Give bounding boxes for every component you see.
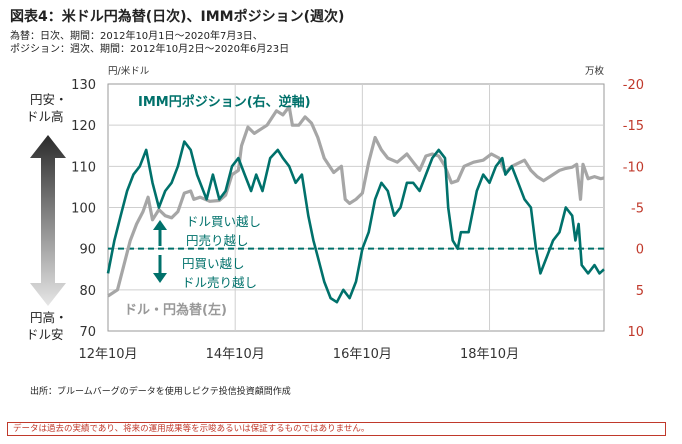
- series-line-imm-position: [106, 140, 605, 304]
- left-axis-unit: 円/米ドル: [108, 65, 150, 77]
- right-tick-label: 0: [636, 243, 644, 258]
- source-note: 出所：ブルームバーグのデータを使用しピクテ投信投資顧問作成: [30, 387, 291, 397]
- up-arrow-icon: [153, 220, 167, 246]
- right-tick-label: -10: [623, 160, 644, 175]
- left-tick-label: 120: [71, 119, 96, 134]
- left-tick-label: 130: [71, 78, 96, 93]
- chart-title: 図表4：米ドル円為替(日次)、IMMポジション(週次): [10, 9, 345, 25]
- right-tick-label: 5: [636, 284, 644, 299]
- label-dollar-strong: ドル高: [26, 109, 64, 124]
- x-tick-label: 16年10月: [333, 347, 392, 362]
- series-line-usdjpy: [107, 105, 605, 298]
- left-tick-label: 80: [79, 284, 96, 299]
- label-yen-weak: 円安・: [30, 92, 68, 107]
- x-axis-tick-labels: 12年10月 14年10月 16年10月 18年10月: [78, 347, 519, 362]
- right-tick-label: -20: [623, 78, 644, 93]
- series-label-imm: IMM円ポジション(右、逆軸): [138, 94, 311, 110]
- label-net-long-dollar: ドル買い越し: [186, 214, 261, 229]
- subtitle-line-1: 為替：日次、期間：2012年10月1日～2020年7月3日、: [10, 31, 263, 42]
- x-tick-label: 14年10月: [206, 347, 265, 362]
- right-tick-label: -15: [623, 119, 644, 134]
- left-tick-label: 110: [71, 160, 96, 175]
- x-tick-label: 18年10月: [460, 347, 519, 362]
- left-tick-label: 100: [71, 202, 96, 217]
- label-dollar-weak: ドル安: [26, 327, 64, 342]
- label-net-short-dollar: ドル売り越し: [182, 275, 257, 290]
- right-tick-label: 10: [627, 325, 644, 340]
- label-yen-strong: 円高・: [30, 310, 68, 325]
- subtitle-line-2: ポジション：週次、期間：2012年10月2日～2020年6月23日: [10, 44, 290, 55]
- series-label-usdjpy: ドル・円為替(左): [124, 302, 227, 318]
- label-net-short-yen: 円売り越し: [186, 233, 249, 248]
- x-tick-label: 12年10月: [78, 347, 137, 362]
- left-tick-label: 90: [79, 243, 96, 258]
- down-arrow-icon: [153, 255, 167, 283]
- right-axis-tick-labels: 10 5 0 -5 -10 -15 -20: [623, 78, 644, 340]
- left-tick-label: 70: [79, 325, 96, 340]
- label-net-long-yen: 円買い越し: [182, 256, 245, 271]
- left-axis-tick-labels: 70 80 90 100 110 120 130: [71, 78, 96, 340]
- right-tick-label: -5: [631, 202, 644, 217]
- fx-and-imm-position-chart: 円/米ドル 万枚 70 80 90 100 110 120 130 10 5 0 -5 -10 -15…: [26, 65, 644, 362]
- yen-weak-strong-gradient-arrow: [30, 135, 66, 306]
- disclaimer-box: データは過去の実績であり、将来の運用成果等を示唆あるいは保証するものではありませ…: [7, 422, 666, 436]
- right-axis-unit: 万枚: [585, 65, 605, 77]
- x-gridlines: [234, 84, 491, 331]
